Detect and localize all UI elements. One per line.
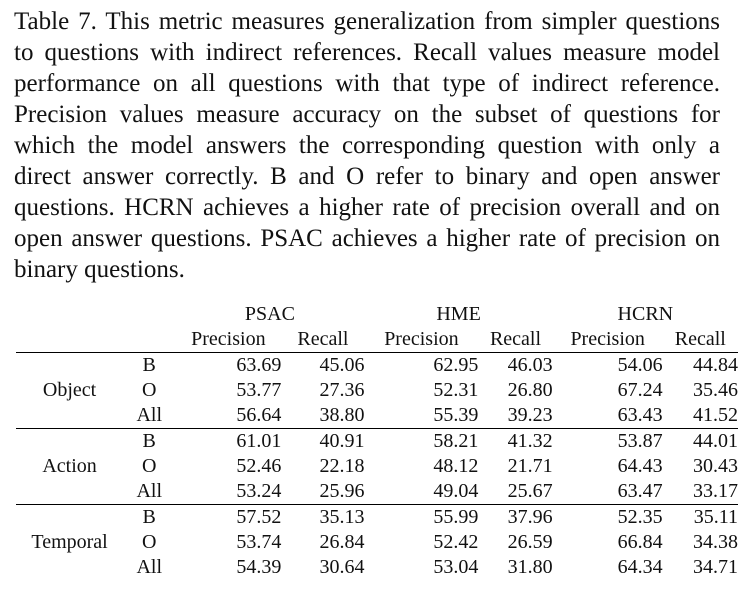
value-cell: 55.99 <box>364 504 479 530</box>
value-cell: 26.80 <box>507 379 553 401</box>
value-cell: 61.01 <box>175 428 282 454</box>
value-cell: 33.17 <box>693 480 738 502</box>
table-row: All 53.24 25.96 49.04 25.67 63.47 33.17 <box>16 479 738 505</box>
value-cell: 63.43 <box>617 404 663 426</box>
metric-header: Precision <box>191 328 266 350</box>
metric-header: Recall <box>674 328 726 350</box>
value-cell: 44.01 <box>662 428 738 454</box>
model-header: PSAC <box>244 303 295 325</box>
value-cell: 55.39 <box>433 404 479 426</box>
value-cell: 40.91 <box>281 428 365 454</box>
value-cell: 52.46 <box>236 455 282 477</box>
metric-header: Precision <box>384 328 459 350</box>
header-blank <box>123 327 175 353</box>
group-label-cell: Action <box>42 455 97 477</box>
value-cell: 30.43 <box>693 455 738 477</box>
group-label-cell <box>16 403 123 429</box>
question-type-cell: B <box>123 428 176 454</box>
table-row: B 57.52 35.13 55.99 37.96 52.35 35.11 <box>16 504 738 530</box>
question-type-cell: O <box>141 531 157 553</box>
value-cell: 54.39 <box>236 556 282 578</box>
value-cell: 58.21 <box>364 428 479 454</box>
value-cell: 46.03 <box>478 352 553 378</box>
group-label-cell <box>16 479 123 505</box>
value-cell: 63.47 <box>617 480 663 502</box>
value-cell: 37.96 <box>478 504 553 530</box>
value-cell: 26.59 <box>507 531 553 553</box>
value-cell: 53.87 <box>552 428 663 454</box>
question-type-cell: All <box>136 404 162 426</box>
value-cell: 38.80 <box>319 404 365 426</box>
table-row: Temporal O 53.74 26.84 52.42 26.59 66.84 34.38 <box>16 530 738 555</box>
question-type-cell: B <box>123 352 176 378</box>
metric-header: Precision <box>570 328 645 350</box>
value-cell: 44.84 <box>662 352 738 378</box>
value-cell: 64.43 <box>617 455 663 477</box>
group-label-cell <box>16 428 124 454</box>
table-caption: Table 7. This metric measures generaliza… <box>14 8 720 283</box>
question-type-cell: O <box>141 455 157 477</box>
question-type-cell: All <box>136 480 162 502</box>
value-cell: 39.23 <box>507 404 553 426</box>
header-blank <box>16 327 123 353</box>
header-blank <box>123 302 175 327</box>
value-cell: 67.24 <box>617 379 663 401</box>
value-cell: 66.84 <box>617 531 663 553</box>
table-row: All 54.39 30.64 53.04 31.80 64.34 34.71 <box>16 555 738 580</box>
value-cell: 27.36 <box>319 379 365 401</box>
question-type-cell: All <box>136 556 162 578</box>
value-cell: 41.52 <box>693 404 738 426</box>
value-cell: 53.74 <box>236 531 282 553</box>
value-cell: 63.69 <box>175 352 282 378</box>
table-row: All 56.64 38.80 55.39 39.23 63.43 41.52 <box>16 403 738 429</box>
table-row: Action O 52.46 22.18 48.12 21.71 64.43 30.43 <box>16 454 738 479</box>
value-cell: 53.24 <box>236 480 282 502</box>
value-cell: 53.77 <box>236 379 282 401</box>
question-type-cell: O <box>141 379 157 401</box>
model-header: HME <box>436 303 481 325</box>
value-cell: 45.06 <box>281 352 365 378</box>
group-label-cell <box>16 555 123 580</box>
table-row: Object O 53.77 27.36 52.31 26.80 67.24 35.46 <box>16 378 738 403</box>
value-cell: 30.64 <box>319 556 365 578</box>
value-cell: 35.11 <box>662 504 738 530</box>
header-blank <box>16 302 123 327</box>
metric-header-row: Precision Recall Precision Recall Precis… <box>16 327 738 353</box>
value-cell: 54.06 <box>552 352 663 378</box>
value-cell: 49.04 <box>433 480 479 502</box>
value-cell: 35.46 <box>693 379 738 401</box>
results-table: PSAC HME HCRN Precision Recall Precision… <box>16 302 738 580</box>
value-cell: 52.31 <box>433 379 479 401</box>
metric-header: Recall <box>489 328 542 350</box>
model-header: HCRN <box>617 303 674 325</box>
group-label-cell <box>16 352 124 378</box>
value-cell: 35.13 <box>281 504 365 530</box>
value-cell: 64.34 <box>617 556 663 578</box>
value-cell: 34.38 <box>693 531 738 553</box>
value-cell: 52.42 <box>433 531 479 553</box>
value-cell: 25.67 <box>507 480 553 502</box>
table-row: B 61.01 40.91 58.21 41.32 53.87 44.01 <box>16 428 738 454</box>
value-cell: 56.64 <box>236 404 282 426</box>
group-label-cell: Object <box>42 379 97 401</box>
group-label-cell: Temporal <box>31 531 108 553</box>
value-cell: 41.32 <box>478 428 553 454</box>
value-cell: 31.80 <box>507 556 553 578</box>
model-header-row: PSAC HME HCRN <box>16 302 738 327</box>
value-cell: 25.96 <box>319 480 365 502</box>
value-cell: 57.52 <box>175 504 282 530</box>
value-cell: 48.12 <box>433 455 479 477</box>
value-cell: 62.95 <box>364 352 479 378</box>
question-type-cell: B <box>123 504 176 530</box>
value-cell: 22.18 <box>319 455 365 477</box>
metric-header: Recall <box>297 328 349 350</box>
value-cell: 53.04 <box>433 556 479 578</box>
table-row: B 63.69 45.06 62.95 46.03 54.06 44.84 <box>16 352 738 378</box>
value-cell: 21.71 <box>507 455 553 477</box>
value-cell: 52.35 <box>552 504 663 530</box>
table-body: B 63.69 45.06 62.95 46.03 54.06 44.84 Object O 53… <box>16 352 738 581</box>
value-cell: 26.84 <box>319 531 365 553</box>
value-cell: 34.71 <box>693 556 738 578</box>
group-label-cell <box>16 504 124 530</box>
